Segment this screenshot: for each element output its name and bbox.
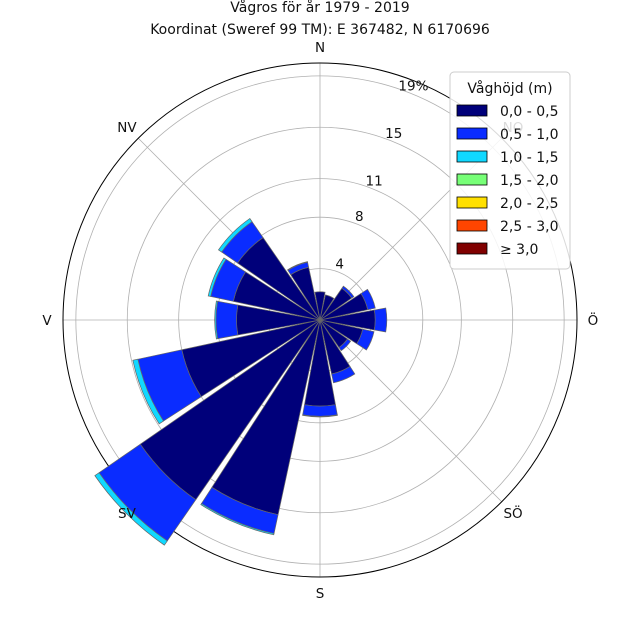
legend-label-3: 1,5 - 2,0: [500, 173, 558, 189]
bar-dir247_5-bin2: [132, 358, 164, 425]
legend-label-5: 2,5 - 3,0: [500, 219, 558, 235]
bar-dir22_5-bin0: [319, 294, 335, 321]
legend-swatch-2: [456, 150, 488, 163]
ring-label-0: 4: [335, 257, 344, 273]
legend-label-4: 2,0 - 2,5: [500, 196, 558, 212]
legend-label-2: 1,0 - 1,5: [500, 150, 558, 166]
legend-swatch-0: [456, 104, 488, 117]
bar-dir180-bin2: [302, 414, 338, 418]
direction-label-SÖ: SÖ: [503, 504, 522, 522]
legend-label-0: 0,0 - 0,5: [500, 104, 558, 120]
bar-dir337_5-bin2: [287, 261, 308, 271]
legend-swatch-5: [456, 219, 488, 232]
direction-label-S: S: [316, 586, 325, 602]
ring-label-1: 8: [355, 209, 364, 225]
bar-dir202_5-bin2: [200, 503, 275, 536]
ring-labels: 4 8 11 15 19%: [335, 78, 428, 272]
direction-label-N: N: [315, 40, 325, 56]
direction-label-Ö: Ö: [588, 311, 599, 329]
legend-swatch-6: [456, 242, 488, 255]
ring-label-4: 19%: [398, 78, 428, 94]
legend-swatch-4: [456, 196, 488, 209]
legend-title: Våghöjd (m): [467, 80, 552, 97]
legend-swatch-3: [456, 173, 488, 186]
bar-dir45-bin1: [341, 285, 355, 299]
bar-dir225-bin2: [94, 472, 168, 546]
ring-label-3: 15: [385, 126, 402, 142]
bar-dir67_5-bin1: [360, 288, 376, 311]
chart-subtitle: Koordinat (Sweref 99 TM): E 367482, N 61…: [150, 22, 490, 38]
direction-label-V: V: [42, 313, 52, 329]
chart-title: Vågros för år 1979 - 2019: [230, 0, 409, 16]
legend-box: [449, 71, 571, 270]
bar-dir90-bin1: [373, 307, 388, 333]
bar-dir157_5-bin1: [331, 365, 356, 384]
direction-label-NV: NV: [117, 120, 137, 136]
bar-dir315-bin2: [218, 218, 253, 253]
legend-label-6: ≥ 3,0: [500, 242, 538, 258]
ring-label-2: 11: [365, 173, 382, 189]
bar-dir292_5-bin2: [207, 257, 227, 297]
grid-spoke-3: [319, 319, 503, 503]
direction-label-SV: SV: [118, 506, 137, 522]
bar-dir180-bin1: [302, 404, 338, 417]
bar-dir112_5-bin1: [356, 328, 375, 351]
legend-swatch-1: [456, 127, 488, 140]
legend: Våghöjd (m) 0,0 - 0,5 0,5 - 1,0 1,0 - 1,5 1,…: [449, 71, 571, 270]
bar-dir270-bin2: [214, 300, 219, 340]
bar-dir270-bin1: [215, 300, 239, 340]
bar-dir0-bin0: [314, 291, 326, 321]
sector-bars: [94, 218, 388, 546]
bar-dir135-bin1: [338, 338, 352, 352]
legend-label-1: 0,5 - 1,0: [500, 127, 558, 143]
outer-frame: [62, 62, 578, 578]
